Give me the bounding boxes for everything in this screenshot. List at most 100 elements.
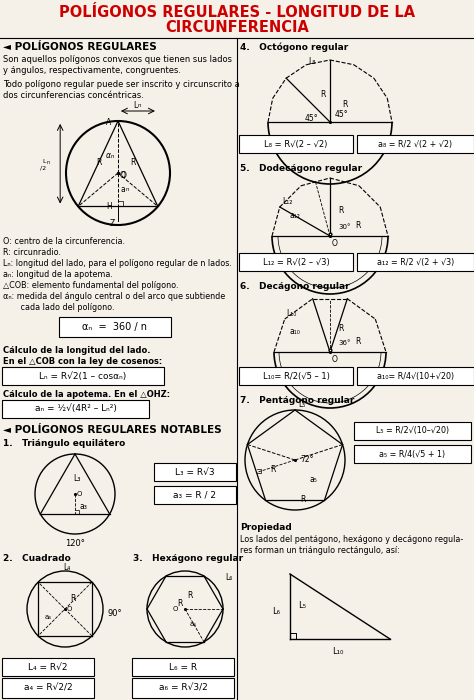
Text: R: R <box>96 158 101 167</box>
Text: O: O <box>332 355 338 364</box>
FancyBboxPatch shape <box>132 658 234 676</box>
Text: Lₙ = R√2(1 – cosαₙ): Lₙ = R√2(1 – cosαₙ) <box>39 372 127 381</box>
FancyBboxPatch shape <box>357 253 474 271</box>
Text: POLÍGONOS REGULARES - LONGITUD DE LA: POLÍGONOS REGULARES - LONGITUD DE LA <box>59 5 415 20</box>
Text: L₁₀: L₁₀ <box>332 647 343 656</box>
Text: L₄ = R√2: L₄ = R√2 <box>28 662 68 671</box>
Text: a₅: a₅ <box>310 475 318 484</box>
Text: a: a <box>121 185 126 194</box>
FancyBboxPatch shape <box>154 463 236 481</box>
Text: ◄ POLÍGONOS REGULARES NOTABLES: ◄ POLÍGONOS REGULARES NOTABLES <box>3 425 222 435</box>
Text: a₁₀: a₁₀ <box>290 327 301 336</box>
FancyBboxPatch shape <box>2 658 94 676</box>
Text: a₁₂ = R/2 √(2 + √3): a₁₂ = R/2 √(2 + √3) <box>377 258 454 267</box>
Text: 90°: 90° <box>108 609 123 618</box>
FancyBboxPatch shape <box>239 135 353 153</box>
Text: a₄ = R√2/2: a₄ = R√2/2 <box>24 683 73 692</box>
Text: L₃ = R√3: L₃ = R√3 <box>175 468 215 477</box>
FancyBboxPatch shape <box>354 445 471 463</box>
FancyBboxPatch shape <box>354 422 471 440</box>
Text: L₆: L₆ <box>225 573 232 582</box>
Text: Cálculo de la longitud del lado.: Cálculo de la longitud del lado. <box>3 346 151 355</box>
Text: R: R <box>355 221 360 230</box>
Text: 3.   Hexágono regular: 3. Hexágono regular <box>133 554 243 563</box>
FancyBboxPatch shape <box>132 678 234 698</box>
FancyBboxPatch shape <box>154 486 236 504</box>
Text: O: O <box>121 171 127 180</box>
Text: n: n <box>46 160 49 164</box>
Text: cada lado del polígono.: cada lado del polígono. <box>3 303 115 312</box>
Text: Los lados del pentágono, hexágono y decágono regula-: Los lados del pentágono, hexágono y decá… <box>240 535 463 544</box>
Text: R: R <box>130 158 136 167</box>
Text: En el △COB con la ley de cosenos:: En el △COB con la ley de cosenos: <box>3 357 162 366</box>
Text: aₙ = ½√(4R² – Lₙ²): aₙ = ½√(4R² – Lₙ²) <box>35 405 117 414</box>
Text: 45°: 45° <box>305 114 319 123</box>
Text: α: α <box>106 151 111 160</box>
Text: Z: Z <box>110 219 115 228</box>
Text: a₅ = R/4(√5 + 1): a₅ = R/4(√5 + 1) <box>380 449 446 459</box>
FancyBboxPatch shape <box>357 367 474 385</box>
Text: L₁₂: L₁₂ <box>282 197 292 206</box>
Text: 1.   Triángulo equilátero: 1. Triángulo equilátero <box>3 439 125 448</box>
Text: L₁₂ = R√(2 – √3): L₁₂ = R√(2 – √3) <box>263 258 329 267</box>
Text: R: R <box>338 324 343 333</box>
Text: CIRCUNFERENCIA: CIRCUNFERENCIA <box>165 20 309 35</box>
Text: R: R <box>70 594 75 603</box>
Text: L₅: L₅ <box>298 601 306 610</box>
Text: L: L <box>42 159 46 164</box>
Text: Propiedad: Propiedad <box>240 523 292 532</box>
Text: O: O <box>77 491 82 497</box>
Text: a₆ = R√3/2: a₆ = R√3/2 <box>159 683 207 692</box>
Text: R: R <box>270 465 275 474</box>
Text: n: n <box>126 187 129 192</box>
Text: 2.   Cuadrado: 2. Cuadrado <box>3 554 71 563</box>
Text: △COB: elemento fundamental del polígono.: △COB: elemento fundamental del polígono. <box>3 281 179 290</box>
Text: a₃ = R / 2: a₃ = R / 2 <box>173 491 217 500</box>
Text: y ángulos, respectivamente, congruentes.: y ángulos, respectivamente, congruentes. <box>3 66 181 75</box>
Text: R: R <box>342 100 347 109</box>
Text: 6.   Decágono regular: 6. Decágono regular <box>240 282 350 291</box>
Text: H: H <box>106 202 112 211</box>
Text: /2: /2 <box>40 166 46 171</box>
Text: 36°: 36° <box>338 340 350 346</box>
Text: O: O <box>120 171 126 180</box>
Text: Cálculo de la apotema. En el △OHZ:: Cálculo de la apotema. En el △OHZ: <box>3 390 170 399</box>
Text: αₙ  =  360 / n: αₙ = 360 / n <box>82 322 147 332</box>
Text: A: A <box>106 118 111 127</box>
FancyBboxPatch shape <box>239 367 353 385</box>
Text: 7.   Pentágono regular: 7. Pentágono regular <box>240 396 355 405</box>
Text: L₁₀= R/2(√5 – 1): L₁₀= R/2(√5 – 1) <box>263 372 329 381</box>
Text: aₙ: longitud de la apotema.: aₙ: longitud de la apotema. <box>3 270 113 279</box>
Text: O: O <box>173 606 178 612</box>
Text: L₆: L₆ <box>272 606 280 615</box>
Text: αₙ: medida del ángulo central o del arco que subtiende: αₙ: medida del ángulo central o del arco… <box>3 292 225 301</box>
Text: Son aquellos polígonos convexos que tienen sus lados: Son aquellos polígonos convexos que tien… <box>3 55 232 64</box>
FancyBboxPatch shape <box>2 367 164 385</box>
Text: Todo polígono regular puede ser inscrito y circunscrito a: Todo polígono regular puede ser inscrito… <box>3 80 240 89</box>
Text: R: R <box>320 90 325 99</box>
Text: a₁₀= R/4√(10+√20): a₁₀= R/4√(10+√20) <box>377 372 454 381</box>
Text: a₈ = R/2 √(2 + √2): a₈ = R/2 √(2 + √2) <box>378 139 453 148</box>
FancyBboxPatch shape <box>2 400 149 418</box>
Text: a₆: a₆ <box>190 621 197 627</box>
FancyBboxPatch shape <box>357 135 474 153</box>
Text: O: O <box>67 606 73 612</box>
Text: R: R <box>338 206 343 215</box>
Text: Lₙ: longitud del lado, para el polígono regular de n lados.: Lₙ: longitud del lado, para el polígono … <box>3 259 232 268</box>
Text: L₅: L₅ <box>298 400 305 409</box>
Text: L: L <box>133 101 137 110</box>
Text: n: n <box>138 103 141 108</box>
Text: L₆ = R: L₆ = R <box>169 662 197 671</box>
Text: R: R <box>187 591 192 600</box>
Text: R: R <box>355 337 360 346</box>
Text: L₅ = R/2√(10–√20): L₅ = R/2√(10–√20) <box>376 426 449 435</box>
Text: R: R <box>300 495 305 504</box>
Text: 5.   Dodecágono regular: 5. Dodecágono regular <box>240 164 362 173</box>
Text: O: O <box>332 239 338 248</box>
Text: R: R <box>177 599 182 608</box>
Text: L₈: L₈ <box>308 57 316 66</box>
Text: 4.   Octógono regular: 4. Octógono regular <box>240 42 348 52</box>
Text: R: circunradio.: R: circunradio. <box>3 248 61 257</box>
Text: a₁₂: a₁₂ <box>290 211 301 220</box>
FancyBboxPatch shape <box>59 317 171 337</box>
